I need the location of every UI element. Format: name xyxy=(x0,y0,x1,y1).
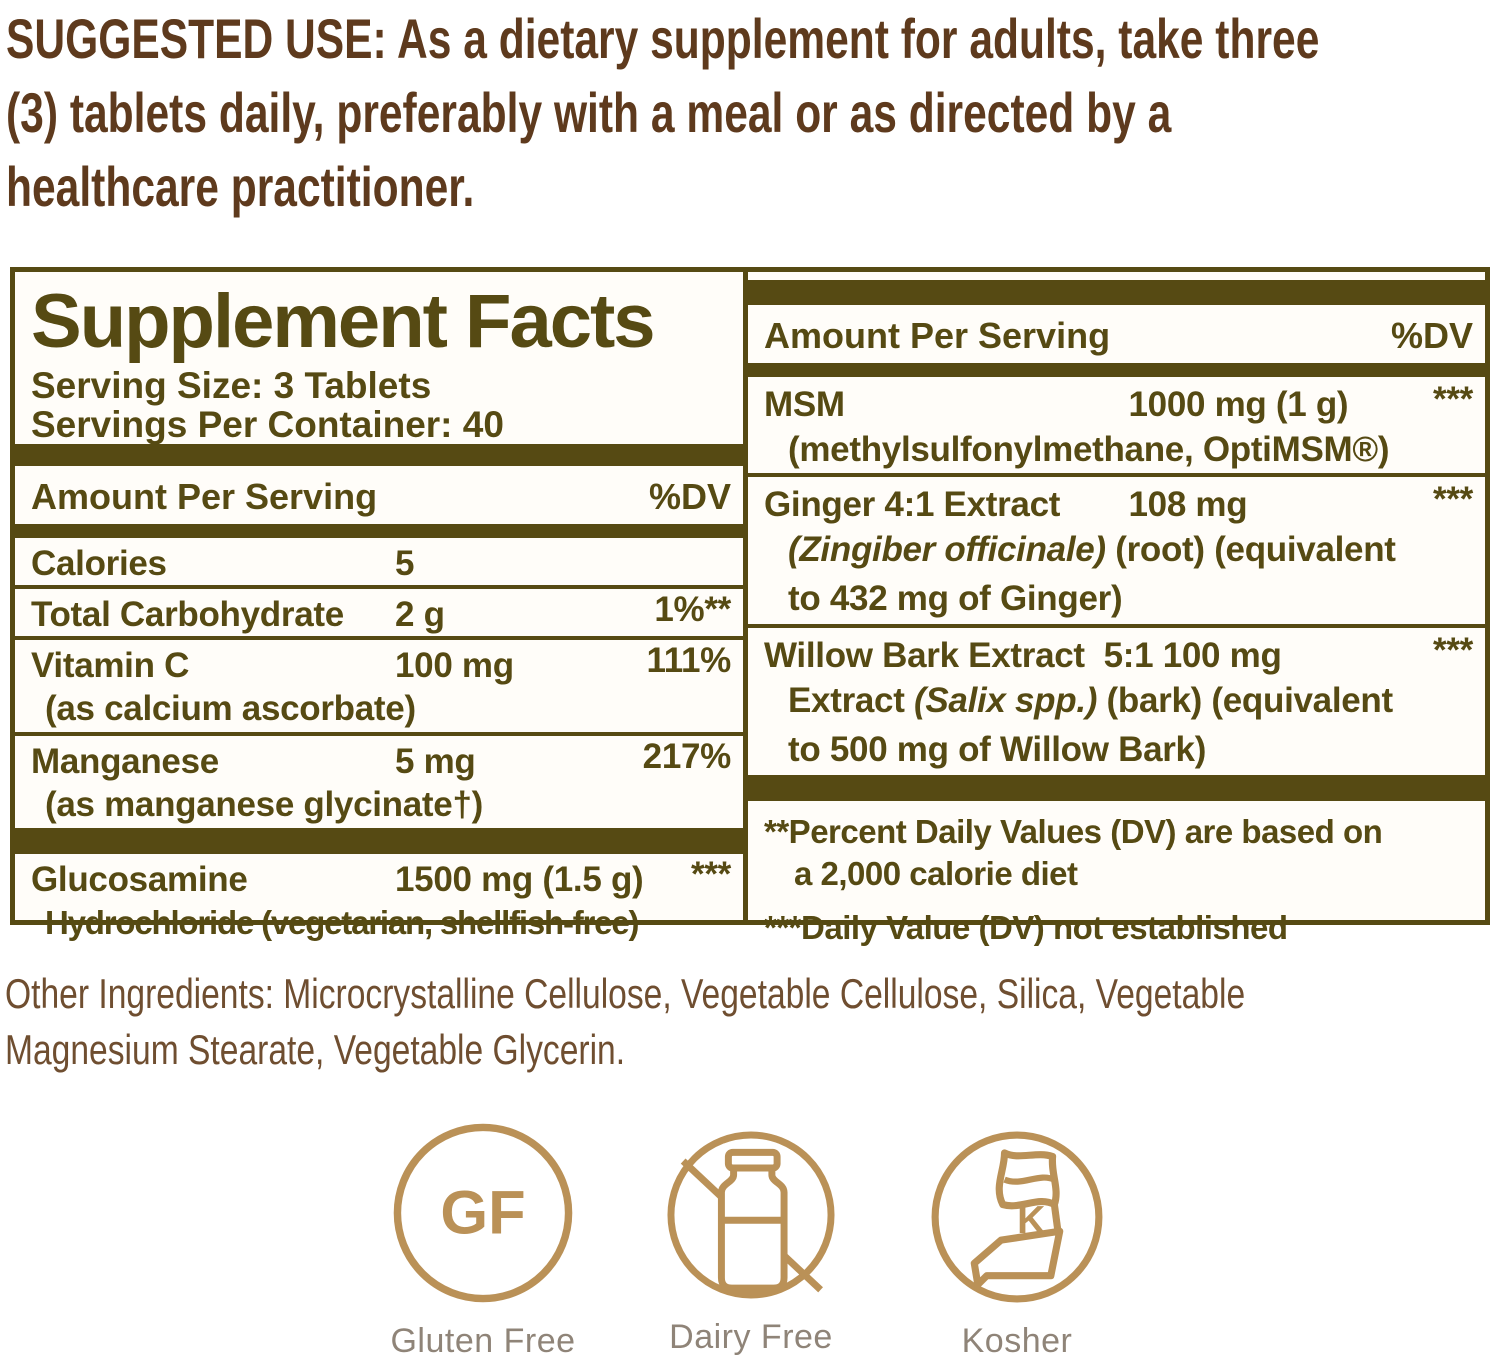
badge-label: Dairy Free xyxy=(669,1318,833,1356)
note-latin-name: (Zingiber officinale) xyxy=(788,530,1106,569)
amount-per-serving-label: Amount Per Serving xyxy=(764,315,1111,356)
other-ingredients-line: Other Ingredients: Microcrystalline Cell… xyxy=(5,970,1246,1017)
nutrient-name: Willow Bark Extract 5:1 100 mg xyxy=(764,636,1282,675)
nutrient-amount: 1500 mg (1.5 g) xyxy=(395,860,644,900)
thick-rule xyxy=(15,444,743,467)
nutrient-name: Glucosamine xyxy=(31,860,248,900)
dv-label: %DV xyxy=(648,476,731,518)
gluten-free-badge: GF Gluten Free xyxy=(390,1120,576,1361)
dv-footnote: **Percent Daily Values (DV) are based on xyxy=(764,813,1383,850)
nutrient-dv: 1%** xyxy=(654,590,731,630)
nutrient-source-note: (as calcium ascorbate) xyxy=(45,689,416,729)
gluten-free-icon: GF xyxy=(393,1123,573,1303)
nutrient-amount: 1000 mg (1 g) xyxy=(1128,385,1349,424)
nutrient-amount: 108 mg xyxy=(1128,485,1248,524)
nutrient-dv: *** xyxy=(1433,631,1473,670)
nutrient-block-willow-bark: Willow Bark Extract 5:1 100 mg *** Extra… xyxy=(748,628,1485,775)
servings-per-container: Servings Per Container: 40 xyxy=(31,404,504,446)
dairy-free-badge: Dairy Free xyxy=(664,1128,838,1357)
thick-rule xyxy=(748,280,1485,305)
column-header: Amount Per Serving %DV xyxy=(15,466,743,524)
nutrient-equivalent-note: to 500 mg of Willow Bark) xyxy=(788,730,1207,769)
note-text: Extract xyxy=(788,681,914,720)
nutrient-row-ginger: Ginger 4:1 Extract 108 mg *** xyxy=(748,477,1485,526)
nutrient-source-note: (methylsulfonylmethane, OptiMSM®) xyxy=(748,426,1485,473)
badge-label: Gluten Free xyxy=(390,1322,576,1360)
nutrient-amount xyxy=(1119,638,1434,673)
panel-right-column: Amount Per Serving %DV MSM 1000 mg (1 g)… xyxy=(748,272,1485,945)
nutrient-row-vitamin-c: Vitamin C 100 mg 111% xyxy=(15,640,743,687)
nutrient-dv: 217% xyxy=(642,737,732,777)
thin-rule xyxy=(748,473,1485,477)
suggested-use-line: healthcare practitioner. xyxy=(6,155,475,218)
suggested-use-line: SUGGESTED USE: As a dietary supplement f… xyxy=(6,7,1320,70)
nutrient-row-msm: MSM 1000 mg (1 g) *** xyxy=(748,377,1485,426)
nutrient-row-willow-bark: Willow Bark Extract 5:1 100 mg *** xyxy=(748,628,1485,677)
nutrient-amount: 5 xyxy=(395,544,415,584)
serving-size: Serving Size: 3 Tablets xyxy=(31,365,432,407)
thin-rule xyxy=(15,636,743,641)
nutrient-block-msm: MSM 1000 mg (1 g) *** (methylsulfonylmet… xyxy=(748,377,1485,473)
svg-text:GF: GF xyxy=(440,1178,525,1247)
thin-rule xyxy=(15,585,743,590)
other-ingredients-text: Other Ingredients: Microcrystalline Cell… xyxy=(5,966,1497,1078)
suggested-use-text: SUGGESTED USE: As a dietary supplement f… xyxy=(6,2,1498,224)
nutrient-source-note: (as manganese glycinate†) xyxy=(45,785,483,825)
svg-text:K: K xyxy=(1017,1199,1045,1242)
thin-rule xyxy=(748,624,1485,628)
nutrient-block-ginger: Ginger 4:1 Extract 108 mg *** (Zingiber … xyxy=(748,477,1485,624)
thick-rule xyxy=(15,828,743,855)
note-text: (methylsulfonylmethane, OptiMSM®) xyxy=(788,430,1390,469)
note-latin-name: (Salix spp.) xyxy=(914,681,1098,720)
suggested-use-line: (3) tablets daily, preferably with a mea… xyxy=(6,81,1172,144)
nutrient-name: Ginger 4:1 Extract xyxy=(764,485,1061,524)
nutrient-dv: *** xyxy=(1433,480,1473,519)
supplement-facts-panel: Supplement Facts Serving Size: 3 Tablets… xyxy=(10,267,1490,945)
thick-rule xyxy=(748,775,1485,801)
panel-title: Supplement Facts xyxy=(31,279,656,364)
kosher-k-icon: K xyxy=(931,1131,1103,1303)
nutrient-block-vitamin-c: Vitamin C 100 mg 111% (as calcium ascorb… xyxy=(15,640,743,732)
nutrient-row-manganese: Manganese 5 mg 217% xyxy=(15,736,743,783)
nutrient-equivalent-note: to 432 mg of Ginger) xyxy=(788,579,1123,618)
nutrient-name: MSM xyxy=(764,385,845,424)
nutrient-row-calories: Calories 5 xyxy=(15,538,743,585)
dv-label: %DV xyxy=(1390,315,1473,356)
amount-per-serving-label: Amount Per Serving xyxy=(31,476,378,518)
nutrient-block-manganese: Manganese 5 mg 217% (as manganese glycin… xyxy=(15,736,743,828)
thick-rule xyxy=(748,363,1485,377)
nutrient-row-glucosamine: Glucosamine 1500 mg (1.5 g) *** xyxy=(15,854,743,901)
kosher-badge: K Kosher xyxy=(928,1128,1106,1361)
nutrient-name: Calories xyxy=(31,544,167,584)
note-text: (root) (equivalent xyxy=(1105,530,1396,569)
nutrient-name: Total Carbohydrate xyxy=(31,595,344,635)
nutrient-source-note: (Zingiber officinale) (root) (equivalent xyxy=(748,526,1485,573)
panel-left-column: Supplement Facts Serving Size: 3 Tablets… xyxy=(15,272,748,940)
nutrient-name: Manganese xyxy=(31,742,219,782)
nutrient-amount: 100 mg xyxy=(395,646,514,686)
other-ingredients-line: Magnesium Stearate, Vegetable Glycerin. xyxy=(5,1026,626,1073)
dv-footnote-continued: a 2,000 calorie diet xyxy=(794,855,1078,892)
serving-info: Serving Size: 3 Tablets Servings Per Con… xyxy=(15,366,743,444)
thin-rule xyxy=(15,732,743,737)
nutrient-row-carbohydrate: Total Carbohydrate 2 g 1%** xyxy=(15,589,743,636)
nutrient-dv: *** xyxy=(691,855,731,895)
nutrient-dv: *** xyxy=(1433,380,1473,419)
nutrient-block-glucosamine: Glucosamine 1500 mg (1.5 g) *** Hydrochl… xyxy=(15,854,743,946)
nutrient-amount: 5 mg xyxy=(395,742,476,782)
thick-rule xyxy=(15,524,743,539)
note-text: (bark) (equivalent xyxy=(1097,681,1394,720)
nutrient-name: Vitamin C xyxy=(31,646,190,686)
nutrient-amount: 2 g xyxy=(395,595,445,635)
crossed-milk-bottle-icon xyxy=(667,1131,835,1299)
badge-label: Kosher xyxy=(961,1322,1073,1360)
column-header: Amount Per Serving %DV xyxy=(748,305,1485,363)
nutrient-dv: 111% xyxy=(646,641,732,681)
dv-not-established-footnote: ***Daily Value (DV) not established xyxy=(764,909,1288,946)
nutrient-source-note: Hydrochloride (vegetarian, shellfish-fre… xyxy=(45,904,639,942)
nutrient-source-note: Extract (Salix spp.) (bark) (equivalent xyxy=(748,677,1485,724)
